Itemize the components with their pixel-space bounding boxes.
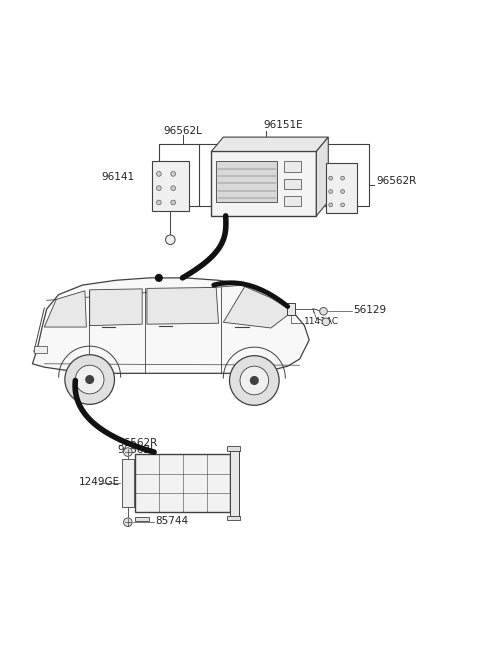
Circle shape	[156, 200, 161, 205]
Polygon shape	[316, 137, 328, 216]
Text: 1249GE: 1249GE	[79, 477, 120, 487]
Polygon shape	[223, 287, 292, 328]
Circle shape	[171, 186, 176, 190]
Circle shape	[171, 171, 176, 176]
Text: 85744: 85744	[155, 516, 188, 526]
Circle shape	[341, 203, 345, 207]
Bar	[227, 446, 240, 451]
Circle shape	[156, 186, 161, 190]
Circle shape	[123, 448, 132, 457]
Polygon shape	[90, 289, 142, 325]
Polygon shape	[44, 291, 86, 327]
Circle shape	[156, 171, 161, 176]
Circle shape	[329, 190, 333, 194]
Circle shape	[166, 235, 175, 245]
Bar	[230, 451, 239, 516]
Text: 96562L: 96562L	[117, 445, 156, 455]
Bar	[135, 516, 149, 522]
Polygon shape	[211, 137, 328, 152]
Polygon shape	[326, 163, 357, 213]
Circle shape	[156, 275, 162, 281]
Circle shape	[86, 376, 94, 383]
Polygon shape	[33, 278, 309, 373]
Circle shape	[322, 318, 330, 325]
Circle shape	[329, 176, 333, 180]
Text: 96562R: 96562R	[376, 176, 416, 186]
Text: 1141AC: 1141AC	[304, 318, 339, 326]
Bar	[287, 302, 295, 315]
Circle shape	[123, 518, 132, 527]
Circle shape	[229, 356, 279, 405]
Circle shape	[171, 200, 176, 205]
Text: 56129: 56129	[353, 305, 386, 315]
Text: 96151E: 96151E	[264, 119, 303, 130]
Bar	[216, 161, 277, 201]
Circle shape	[341, 190, 345, 194]
Bar	[34, 346, 47, 354]
Bar	[211, 152, 316, 216]
Text: 96562L: 96562L	[164, 126, 203, 136]
Polygon shape	[147, 287, 218, 324]
Bar	[227, 516, 240, 520]
Bar	[284, 161, 301, 172]
Circle shape	[329, 203, 333, 207]
Circle shape	[240, 366, 269, 395]
Circle shape	[320, 308, 327, 315]
Circle shape	[251, 377, 258, 384]
Text: 96141: 96141	[102, 172, 135, 182]
Text: 96562R: 96562R	[117, 438, 157, 447]
Circle shape	[341, 176, 345, 180]
Bar	[284, 178, 301, 189]
Bar	[135, 455, 230, 512]
Polygon shape	[152, 161, 189, 211]
Circle shape	[65, 355, 115, 404]
Bar	[284, 195, 301, 206]
Bar	[122, 459, 134, 507]
Circle shape	[75, 365, 104, 394]
